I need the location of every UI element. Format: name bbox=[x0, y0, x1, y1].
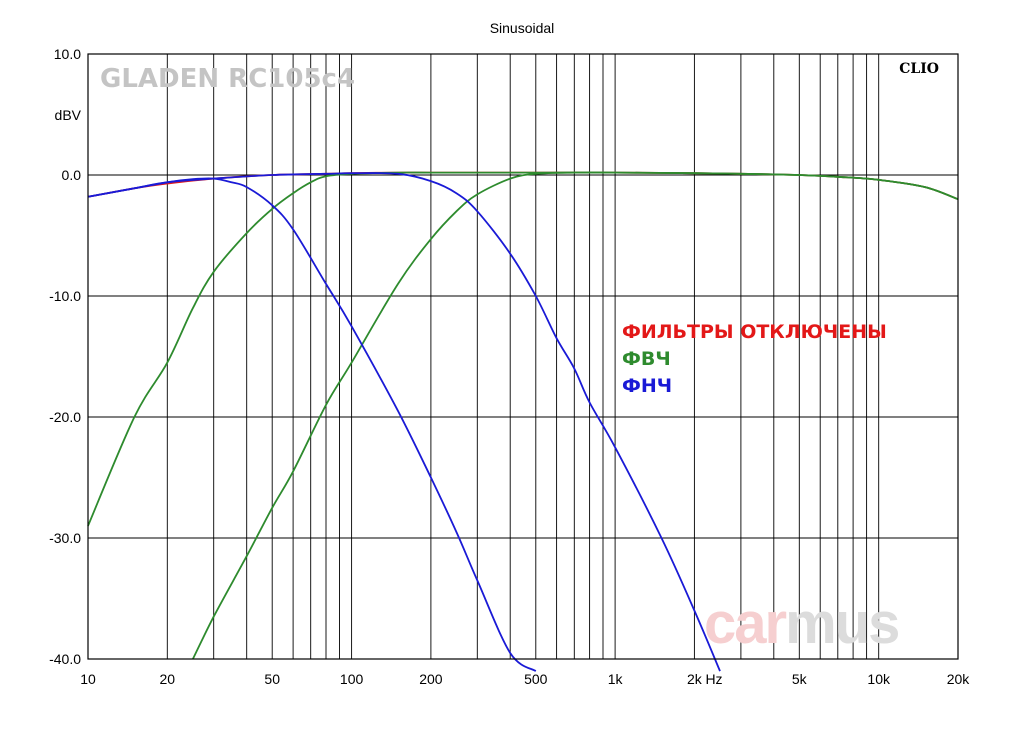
x-tick-label: 50 bbox=[264, 671, 280, 687]
y-tick-label: -30.0 bbox=[49, 530, 81, 546]
series-lines bbox=[87, 171, 959, 672]
x-axis-tick-labels: 10 20 50 100 200 500 1k 2k 5k 10k 20k bbox=[80, 671, 970, 687]
legend-entry: ФИЛЬТРЫ ОТКЛЮЧЕНЫ bbox=[622, 321, 887, 343]
x-tick-label: 10 bbox=[80, 671, 96, 687]
watermark-part-2: mus bbox=[785, 591, 898, 656]
series-line bbox=[192, 171, 959, 660]
y-tick-label: -10.0 bbox=[49, 288, 81, 304]
x-tick-label: 100 bbox=[340, 671, 364, 687]
y-tick-label: -20.0 bbox=[49, 409, 81, 425]
model-label: GLADEN RC105c4 bbox=[100, 64, 355, 94]
x-tick-label: 2k bbox=[687, 671, 703, 687]
x-tick-label: 500 bbox=[524, 671, 548, 687]
watermark-part-1: car bbox=[704, 591, 787, 656]
chart-title: Sinusoidal bbox=[490, 20, 555, 36]
legend-entry: ФНЧ bbox=[622, 375, 672, 397]
x-tick-label: 200 bbox=[419, 671, 443, 687]
watermark: carmus bbox=[704, 591, 898, 656]
legend-entry: ФВЧ bbox=[622, 348, 671, 370]
series-line bbox=[87, 172, 721, 672]
x-tick-label: 5k bbox=[792, 671, 808, 687]
x-tick-label: 20 bbox=[160, 671, 176, 687]
x-tick-label: 10k bbox=[867, 671, 891, 687]
y-axis-label: dBV bbox=[55, 107, 82, 123]
y-tick-label: -40.0 bbox=[49, 651, 81, 667]
legend: ФИЛЬТРЫ ОТКЛЮЧЕНЫ ФВЧ ФНЧ bbox=[622, 321, 887, 397]
y-axis-tick-labels: 10.0 0.0 -10.0 -20.0 -30.0 -40.0 bbox=[49, 46, 81, 667]
software-label: CLIO bbox=[899, 61, 939, 77]
x-tick-label: 20k bbox=[947, 671, 971, 687]
x-tick-label: 1k bbox=[608, 671, 624, 687]
x-axis-unit-label: Hz bbox=[705, 671, 722, 687]
y-tick-label: 0.0 bbox=[62, 167, 82, 183]
y-tick-label: 10.0 bbox=[54, 46, 81, 62]
plot-frame bbox=[87, 53, 959, 660]
